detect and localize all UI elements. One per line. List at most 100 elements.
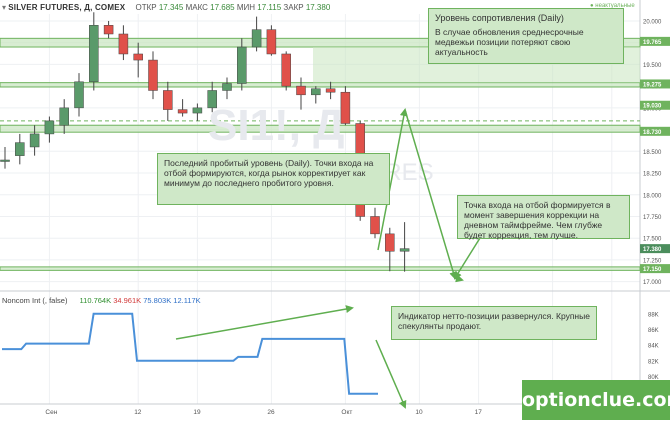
candle-body-16 (237, 46, 247, 84)
note-indicator-text: Индикатор нетто-позиции развернулся. Кру… (398, 311, 590, 331)
candle-body-27 (399, 248, 410, 252)
indicator-header: Noncom Int (, false) 110.764K 34.961K 75… (2, 296, 201, 305)
alert-icon: ● (590, 3, 594, 9)
price-tick-label-8: 18.000 (643, 193, 662, 199)
price-tick-label-2: 19.500 (643, 63, 662, 69)
candle-body-21 (311, 88, 321, 96)
candle-body-25 (370, 216, 380, 235)
note-entry: Точка входа на отбой формируется в момен… (457, 195, 630, 240)
indicator-pane (2, 312, 378, 395)
price-tick-label-7: 18.250 (643, 172, 662, 178)
candle-body-9 (133, 53, 143, 61)
candle-body-3 (44, 120, 55, 135)
arrow-4 (175, 305, 354, 340)
note-breakout-text: Последний пробитый уровень (Daily). Точк… (164, 158, 374, 188)
candle-body-26 (385, 233, 395, 252)
note-resistance-text: В случае обновления среднесрочные медвеж… (435, 27, 584, 57)
price-tick-label-12: 17.000 (643, 280, 662, 286)
ohlc-close-label: ЗАКР (283, 3, 304, 12)
indicator-line (2, 312, 378, 395)
ohlc-open-value: 17.345 (158, 3, 184, 12)
indicator-tick-label-0: 88K (648, 312, 659, 318)
indicator-tick-label-1: 86K (648, 328, 659, 334)
time-tick-label-3: 19 (193, 409, 201, 416)
brand-logo: optionclue.com (522, 380, 670, 420)
price-label-text-2: 19.030 (643, 104, 662, 110)
time-tick-label-1: Сен (45, 409, 57, 416)
candle-body-8 (118, 33, 129, 55)
price-label-box-4 (640, 244, 670, 254)
indicator-name: Noncom Int (, false) (2, 296, 68, 305)
price-label-box-5 (640, 264, 670, 274)
ohlc-high-value: 17.685 (210, 3, 235, 12)
candle-body-4 (59, 107, 69, 126)
time-tick-label-2: 12 (134, 409, 142, 416)
symbol-header: ▾ SILVER FUTURES, Д, COMEX ОТКР 17.345 М… (2, 3, 330, 12)
candle-body-20 (296, 85, 306, 96)
note-entry-text: Точка входа на отбой формируется в момен… (464, 200, 611, 240)
candle-body-23 (340, 91, 351, 124)
time-tick-label-4: 26 (267, 409, 275, 416)
indicator-tick-label-2: 84K (648, 344, 659, 350)
status-badge: ● неактуальные (590, 3, 635, 9)
price-tick-label-9: 17.750 (643, 215, 662, 221)
note-indicator: Индикатор нетто-позиции развернулся. Кру… (391, 306, 597, 340)
arrow-5 (375, 339, 407, 409)
price-tick-label-0: 20.000 (643, 19, 662, 25)
indicator-value-2: 34.961K (113, 296, 142, 305)
ohlc-close-value: 17.380 (305, 3, 331, 12)
candle-body-15 (222, 83, 232, 91)
candle-body-22 (325, 88, 336, 93)
price-label-box-0 (640, 36, 670, 46)
price-tick-label-6: 18.500 (643, 150, 662, 156)
candle-body-12 (177, 109, 188, 114)
candle-body-2 (29, 133, 40, 148)
price-label-text-5: 17.150 (643, 267, 662, 273)
candle-body-7 (103, 25, 114, 35)
indicator-value-3: 75.803K (143, 296, 172, 305)
symbol-collapse-icon[interactable]: ▾ (2, 3, 7, 12)
ohlc-low-value: 17.115 (257, 3, 282, 12)
candle-body-13 (192, 107, 203, 114)
indicator-tick-label-3: 82K (648, 359, 659, 365)
arrow-0 (377, 108, 408, 251)
candle-body-10 (148, 59, 158, 91)
price-label-text-0: 19.765 (643, 40, 662, 46)
note-resistance-title: Уровень сопротивления (Daily) (435, 13, 564, 23)
price-label-text-3: 18.730 (643, 130, 662, 136)
time-tick-label-7: 17 (475, 409, 483, 416)
candle-body-14 (207, 90, 217, 109)
price-label-box-3 (640, 126, 670, 136)
time-tick-label-6: 10 (415, 409, 423, 416)
price-label-box-1 (640, 79, 670, 89)
price-tick-label-11: 17.250 (643, 258, 662, 264)
price-label-box-2 (640, 100, 670, 110)
indicator-value-4: 12.117K (173, 296, 201, 305)
arrow-2 (454, 274, 464, 283)
note-resistance: Уровень сопротивления (Daily) В случае о… (428, 8, 624, 64)
arrow-1 (404, 109, 458, 280)
candle-body-18 (266, 29, 277, 55)
candle-body-17 (251, 29, 262, 48)
candle-body-19 (281, 53, 291, 87)
candle-body-5 (74, 81, 84, 109)
symbol-title: SILVER FUTURES, Д, COMEX (8, 3, 126, 12)
price-labels: 19.765 19.275 19.030 18.730 17.380 17.150 (640, 36, 670, 274)
price-label-text-1: 19.275 (643, 82, 662, 88)
price-tick-label-10: 17.500 (643, 237, 662, 243)
price-label-text-4: 17.380 (643, 247, 662, 253)
watermark-symbol: SI1!, Д (208, 101, 345, 150)
ohlc-open-label: ОТКР (135, 3, 157, 12)
status-badge-label: неактуальные (595, 3, 635, 9)
indicator-tick-label-4: 80K (648, 375, 659, 381)
candle-body-0 (0, 159, 10, 162)
candle-body-1 (15, 142, 25, 156)
indicator-value-1: 110.764K (79, 296, 112, 305)
zone-level (0, 82, 641, 88)
zone-support (0, 266, 641, 271)
candle-body-6 (89, 25, 99, 83)
ohlc-high-label: МАКС (185, 3, 208, 12)
candle-body-11 (163, 90, 173, 110)
time-tick-label-5: Окт (341, 409, 352, 416)
